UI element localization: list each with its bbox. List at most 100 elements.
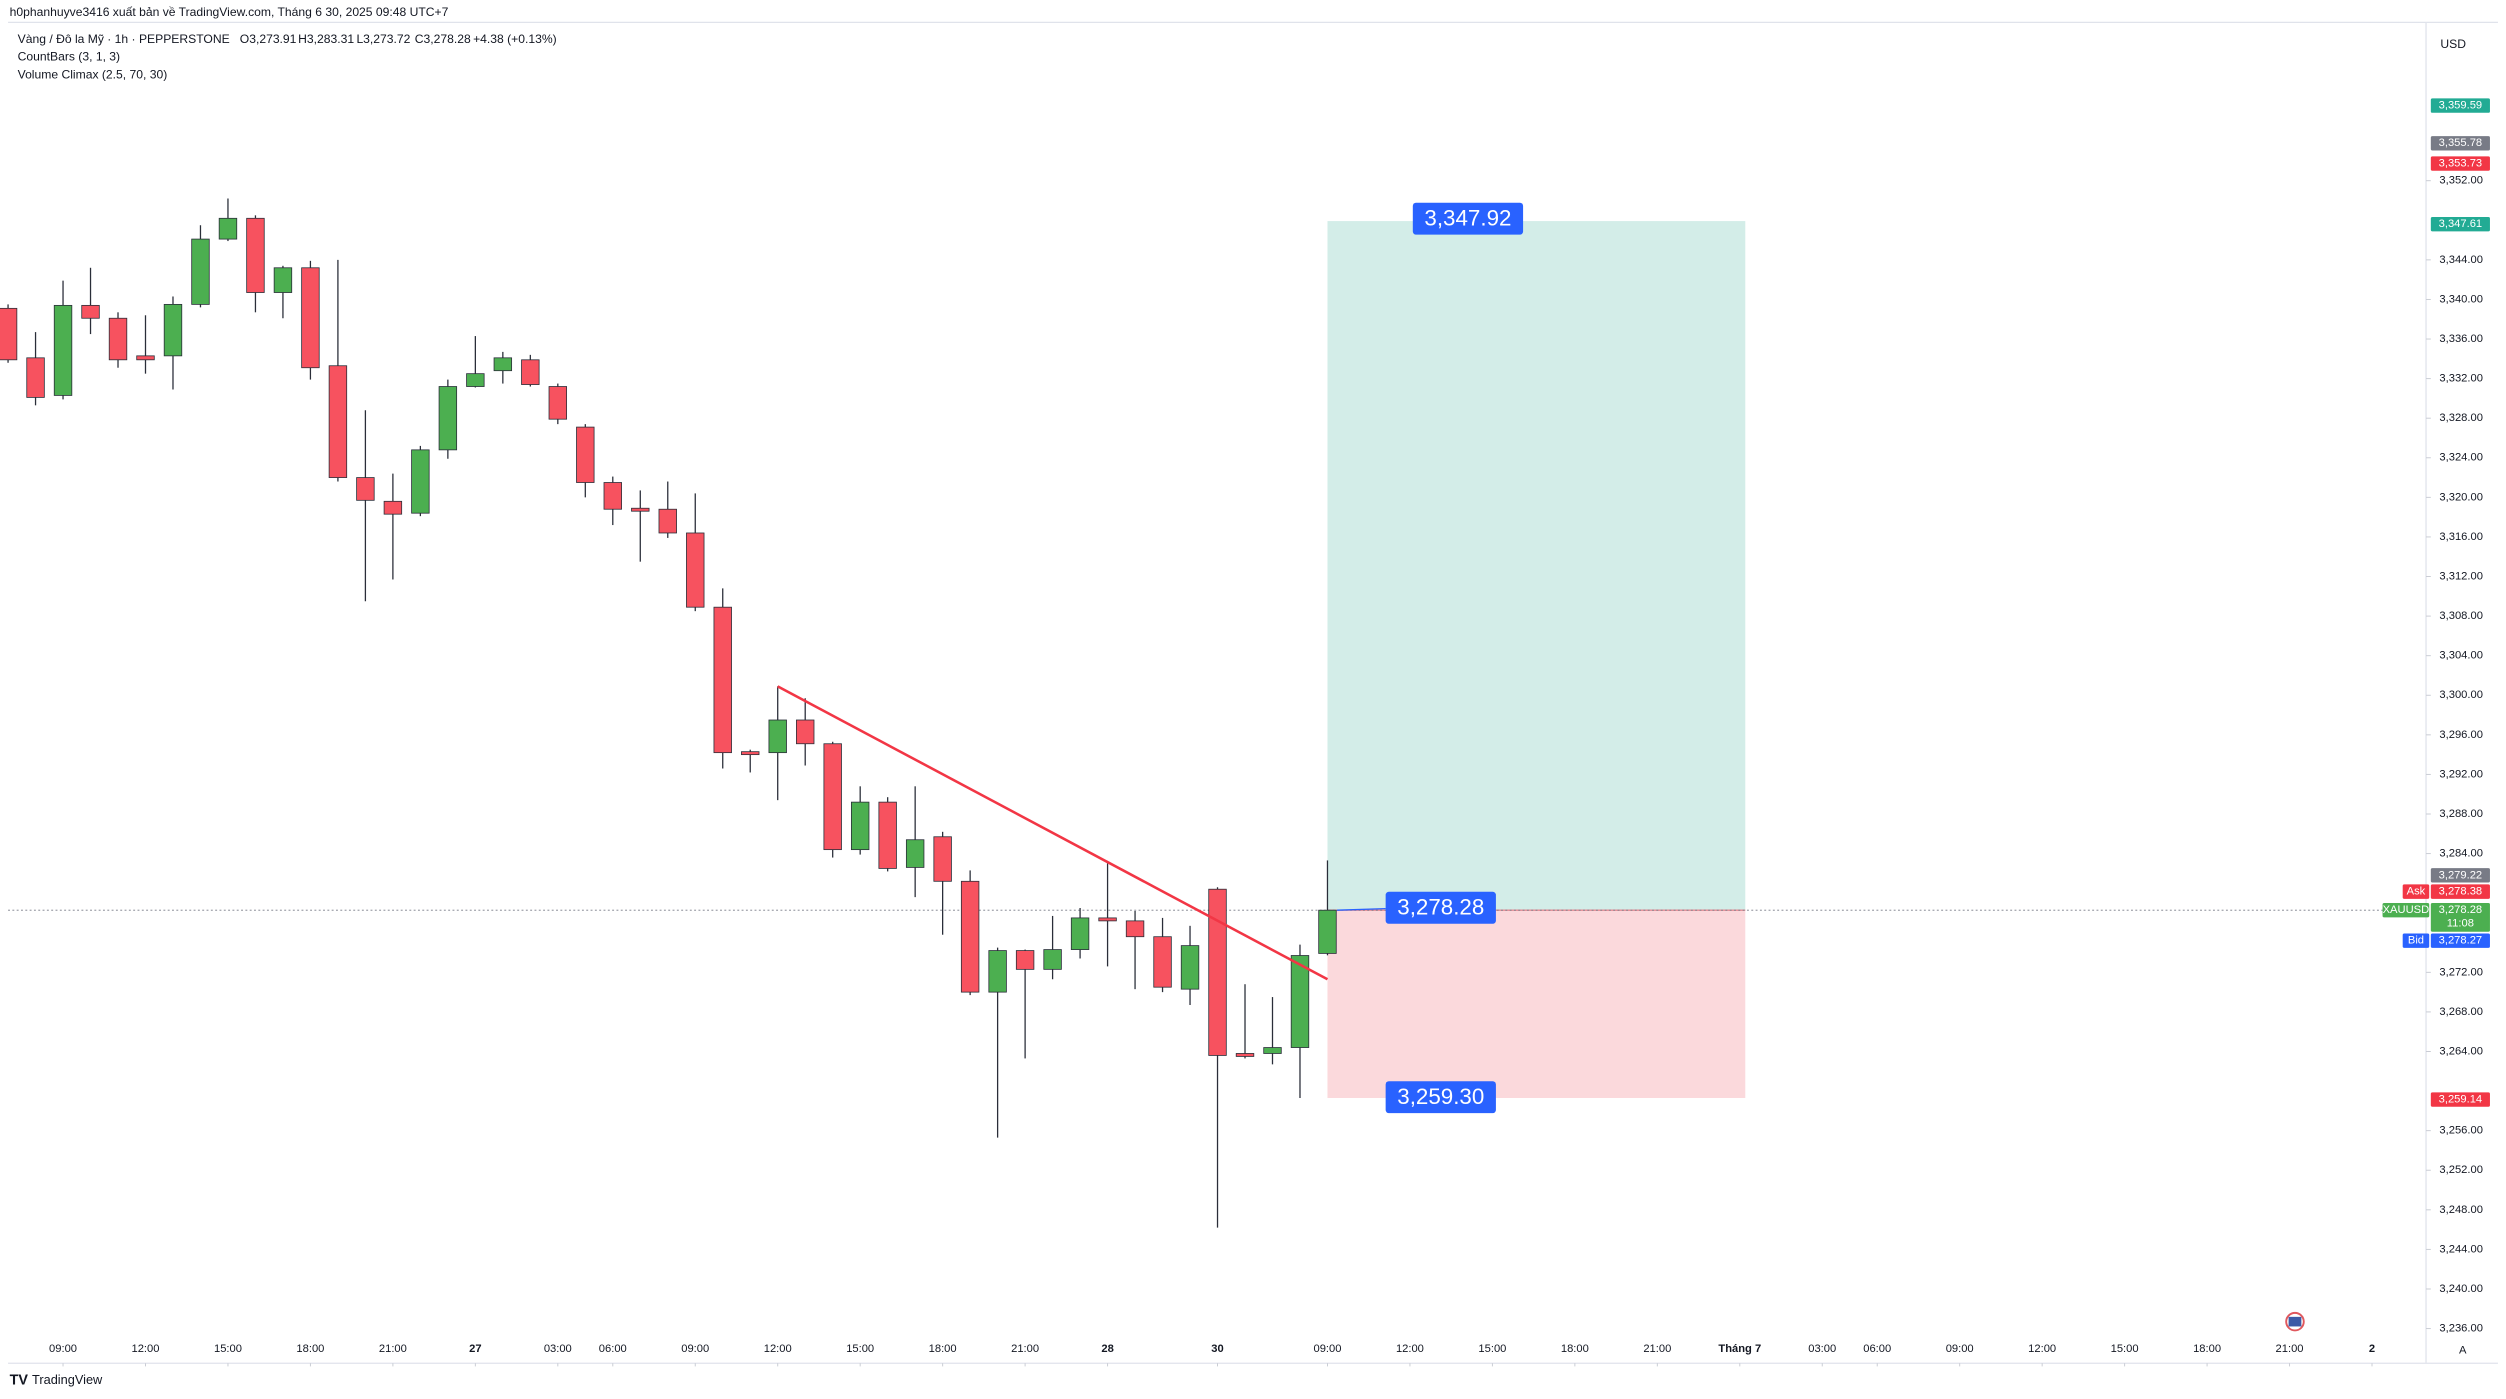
y-tick-label: 3,272.00 <box>2439 966 2483 978</box>
candle-body <box>1263 1047 1282 1054</box>
price-tag: Bid <box>2408 935 2424 947</box>
candle-body <box>191 238 210 305</box>
price-label: 3,353.73 <box>2439 158 2483 170</box>
candle-body <box>686 532 705 608</box>
candle-body <box>163 303 183 357</box>
candle-body <box>466 373 485 387</box>
currency[interactable]: USD <box>2440 37 2466 51</box>
y-tick-label: 3,292.00 <box>2439 768 2483 780</box>
candle-body <box>933 836 952 882</box>
candle-body <box>1015 950 1035 970</box>
x-tick-label: 03:00 <box>544 1343 572 1355</box>
x-tick-label: 06:00 <box>599 1343 627 1355</box>
price-label-box <box>2430 884 2490 899</box>
price-label-box <box>2430 902 2490 932</box>
y-tick-label: 3,284.00 <box>2439 848 2483 860</box>
candle-body <box>218 217 238 240</box>
x-tick-label: 21:00 <box>1011 1343 1039 1355</box>
candle-body <box>1043 949 1062 970</box>
ohlc-value: H3,283.31 <box>298 32 354 46</box>
y-tick-label: 3,288.00 <box>2439 808 2483 820</box>
candle-body <box>108 317 128 361</box>
candle-body <box>1180 945 1200 990</box>
y-tick-label: 3,332.00 <box>2439 373 2483 385</box>
price-label: 3,355.78 <box>2439 137 2483 149</box>
candle-body <box>576 426 595 483</box>
price-label: 3,278.27 <box>2439 935 2483 947</box>
brand-logo: TV TradingView <box>10 1372 103 1388</box>
y-tick-label: 3,256.00 <box>2439 1125 2483 1137</box>
candle-body <box>603 482 622 510</box>
candle-body <box>631 507 650 512</box>
auto-scale[interactable]: A <box>2459 1344 2467 1356</box>
y-tick-label: 3,324.00 <box>2439 452 2483 464</box>
y-tick-label: 3,316.00 <box>2439 531 2483 543</box>
candle-body <box>136 355 155 361</box>
x-tick-label: 15:00 <box>214 1343 242 1355</box>
x-tick-label: 12:00 <box>2028 1343 2056 1355</box>
change: +4.38 (+0.13%) <box>473 32 557 46</box>
candle-body <box>960 880 980 993</box>
ohlc-value: L3,273.72 <box>356 32 410 46</box>
candle-body <box>26 357 45 398</box>
y-tick-label: 3,352.00 <box>2439 175 2483 187</box>
price-label-box <box>2430 98 2490 113</box>
price-label: 3,278.38 <box>2439 886 2483 898</box>
publisher: h0phanhuyve3416 xuất bản về TradingView.… <box>10 5 449 19</box>
price-tag-box <box>2402 884 2430 899</box>
candle-body <box>988 950 1007 993</box>
x-tick-label: 09:00 <box>1313 1343 1341 1355</box>
candle-body <box>1153 936 1172 988</box>
y-tick-label: 3,312.00 <box>2439 570 2483 582</box>
candle-body <box>411 449 430 514</box>
loss-zone <box>1327 910 1746 1099</box>
candle-body <box>273 267 293 293</box>
flag-icon[interactable] <box>2285 1311 2305 1332</box>
y-tick-label: 3,304.00 <box>2439 650 2483 662</box>
price-tag: Ask <box>2407 886 2426 898</box>
candle-body <box>0 307 18 361</box>
x-tick-label: 21:00 <box>2276 1343 2304 1355</box>
price-label: 3,359.59 <box>2439 100 2483 112</box>
candle-body <box>905 839 925 868</box>
y-tick-label: 3,344.00 <box>2439 254 2483 266</box>
candle-body <box>1125 920 1145 938</box>
position-label: 3,259.30 <box>1397 1084 1484 1109</box>
price-label: 3,278.28 <box>2439 904 2483 916</box>
countdown: 11:08 <box>2447 918 2474 930</box>
y-tick-label: 3,268.00 <box>2439 1006 2483 1018</box>
profit-zone <box>1327 221 1746 911</box>
brand: TradingView <box>32 1372 103 1387</box>
x-tick-label: 03:00 <box>1808 1343 1836 1355</box>
candle-body <box>713 606 732 754</box>
x-tick-label: 18:00 <box>2193 1343 2221 1355</box>
y-tick-label: 3,264.00 <box>2439 1045 2483 1057</box>
x-tick-label: 15:00 <box>846 1343 874 1355</box>
price-label: 3,279.22 <box>2439 869 2483 881</box>
price-label-box <box>2430 136 2490 151</box>
symbol: Vàng / Đô la Mỹ · 1h · PEPPERSTONE <box>18 32 230 46</box>
position-label-box <box>1385 1081 1496 1114</box>
y-tick-label: 3,336.00 <box>2439 333 2483 345</box>
x-tick-label: 18:00 <box>1561 1343 1589 1355</box>
indicator: CountBars (3, 1, 3) <box>18 50 120 64</box>
candle-body <box>1290 955 1310 1048</box>
x-tick-label: 09:00 <box>49 1343 77 1355</box>
position-label-box <box>1412 202 1524 235</box>
price-label: 3,259.14 <box>2439 1094 2483 1106</box>
candle-body <box>521 359 540 385</box>
position-label-box <box>1385 891 1496 924</box>
candle-body <box>81 304 100 319</box>
y-tick-label: 3,240.00 <box>2439 1283 2483 1295</box>
candle-body <box>1318 909 1337 954</box>
ohlc-value: O3,273.91 <box>240 32 297 46</box>
price-label-box <box>2430 216 2490 232</box>
price-tag-box <box>2382 902 2430 918</box>
candle-body <box>383 500 403 515</box>
price-label: 3,347.61 <box>2439 218 2483 230</box>
price-label-box <box>2430 868 2490 883</box>
y-tick-label: 3,328.00 <box>2439 412 2483 424</box>
x-tick-label: 12:00 <box>764 1343 792 1355</box>
